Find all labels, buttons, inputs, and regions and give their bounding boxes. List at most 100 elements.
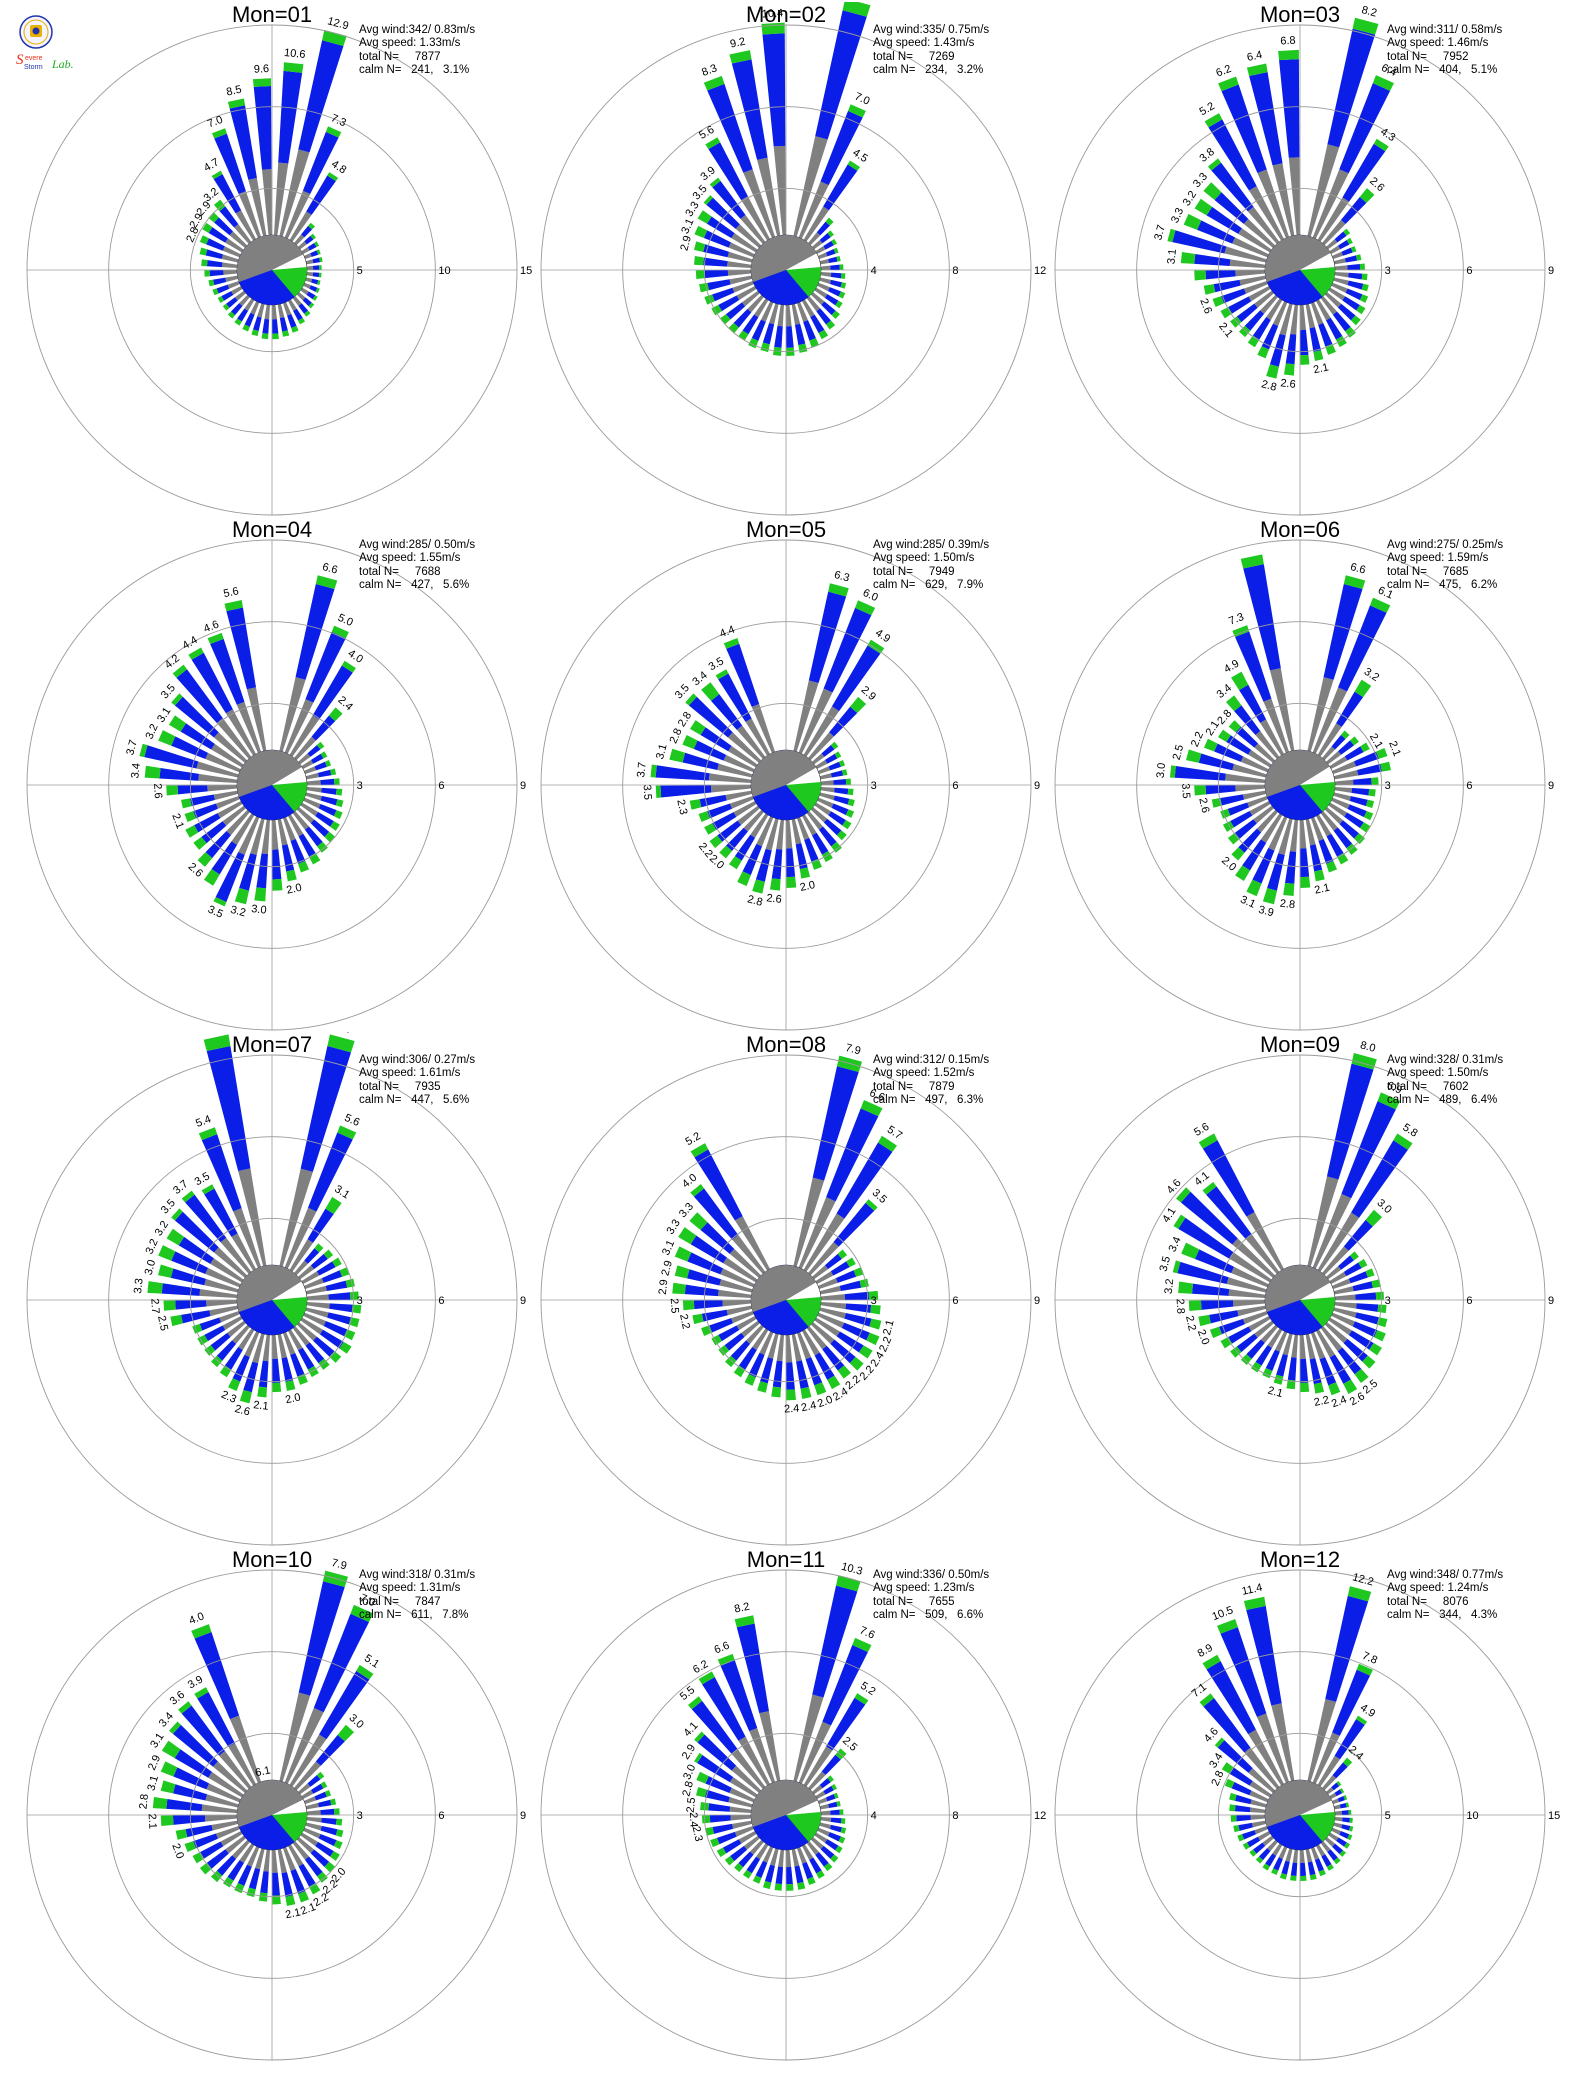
- wind-rose-bar: [831, 645, 881, 712]
- wind-rose-bar: [827, 1375, 841, 1390]
- stats-line: Avg speed: 1.59m/s: [1387, 552, 1489, 565]
- wind-rose-bar: [158, 1264, 174, 1278]
- bar-value-label: 2.2: [677, 1313, 692, 1330]
- wind-rose-bar: [747, 294, 764, 313]
- pie-wedge-gray: [751, 750, 817, 797]
- wind-rose-bar: [1257, 169, 1290, 238]
- wind-rose-bar: [191, 1624, 212, 1639]
- wind-rose-bar: [232, 1324, 250, 1344]
- wind-rose-bar: [1230, 1815, 1237, 1822]
- bar-value-label: 2.9: [146, 1753, 163, 1772]
- wind-rose-bar: [318, 1358, 330, 1370]
- wind-rose-bar: [823, 607, 872, 693]
- stats-line: total N= 7602: [1387, 1080, 1469, 1093]
- wind-rose-bar: [858, 1345, 873, 1359]
- wind-rose-bar: [1338, 740, 1355, 755]
- wind-rose-bar: [305, 1285, 327, 1295]
- wind-rose-bar: [794, 323, 806, 346]
- wind-rose-bar: [216, 284, 230, 294]
- wind-rose-bar: [330, 768, 337, 776]
- wind-rose-bar: [1214, 192, 1249, 224]
- wind-rose-bar: [836, 1331, 864, 1353]
- bar-value-label: 2.2: [1189, 730, 1206, 749]
- wind-rose-bar: [317, 1871, 328, 1883]
- wind-rose-bar: [324, 759, 332, 767]
- ring-label: 9: [1548, 780, 1554, 792]
- wind-rose-bar: [219, 206, 239, 228]
- wind-rose-bar: [1285, 1848, 1293, 1862]
- wind-rose-bar: [181, 1310, 211, 1324]
- wind-rose-bar: [310, 233, 317, 240]
- stats-block: Avg wind:312/ 0.15m/s Avg speed: 1.52m/s t…: [873, 1054, 989, 1108]
- wind-rose-bar: [181, 798, 192, 809]
- wind-rose-bar: [1237, 1834, 1245, 1842]
- wind-rose-bar: [1312, 1732, 1340, 1784]
- wind-rose-bar: [221, 254, 239, 263]
- wind-rose-bar: [722, 1300, 752, 1307]
- wind-rose-bar: [814, 287, 828, 298]
- bar-value-label: 7.9: [844, 1042, 862, 1058]
- range-ring: [622, 1651, 950, 1979]
- wind-rose-bar: [1339, 820, 1359, 839]
- wind-rose-bar: [728, 322, 739, 334]
- wind-rose-bar: [1203, 182, 1222, 201]
- wind-rose-bar: [166, 785, 179, 796]
- bar-value-label: 2.1: [1367, 732, 1385, 751]
- wind-rose-bar: [1279, 59, 1300, 158]
- range-ring: [1054, 1569, 1546, 2061]
- wind-rose-bar: [729, 795, 754, 809]
- wind-rose-bar: [1250, 1799, 1267, 1808]
- wind-rose-bar: [306, 780, 321, 785]
- wind-rose-bar: [710, 694, 743, 730]
- wind-rose-bar: [1326, 239, 1338, 250]
- wind-rose-bar: [1333, 277, 1349, 286]
- wind-rose-bar: [208, 227, 228, 243]
- wind-rose-bar: [820, 1302, 847, 1310]
- wind-rose-bar: [755, 1860, 768, 1878]
- bar-value-label: 3.1: [679, 217, 696, 236]
- stats-line: calm N= 509, 6.6%: [873, 1609, 984, 1622]
- wind-rose-bar: [1233, 1825, 1240, 1833]
- wind-rose-bar: [1370, 597, 1391, 613]
- wind-rose-bar: [802, 299, 815, 318]
- wind-rose-bar: [1249, 1790, 1269, 1803]
- wind-rose-bar: [301, 1271, 320, 1284]
- wind-rose-bar: [234, 224, 252, 244]
- wind-rose-bar: [204, 1188, 238, 1237]
- wind-rose-bar: [835, 300, 843, 309]
- wind-rose-bar: [831, 803, 849, 816]
- wind-rose-bar: [1174, 766, 1226, 781]
- wind-rose-bar: [1229, 1252, 1272, 1283]
- wind-rose-bar: [201, 821, 227, 844]
- bar-value-label: 2.9: [678, 234, 694, 252]
- wind-rose-bar: [682, 735, 698, 750]
- wind-rose-bar: [233, 1208, 262, 1268]
- wind-rose-bar: [327, 1312, 351, 1325]
- wind-rose-bar: [1322, 1775, 1337, 1791]
- wind-rose-bar: [308, 222, 316, 230]
- wind-rose-bar: [1331, 1312, 1355, 1327]
- bar-value-label: 3.2: [1163, 1278, 1177, 1294]
- bar-value-label: 3.5: [1179, 783, 1192, 799]
- wind-rose-bar: [334, 778, 340, 785]
- wind-rose-bar: [715, 669, 729, 680]
- wind-rose-bar: [1214, 743, 1244, 762]
- wind-rose-bar: [762, 33, 786, 147]
- wind-rose-bar: [729, 1806, 752, 1813]
- wind-rose-bar: [836, 830, 847, 841]
- wind-rose-bar: [823, 240, 834, 250]
- wind-rose-bar: [1254, 743, 1276, 763]
- wind-rose-bar: [217, 296, 225, 304]
- bar-value-label: 3.3: [1169, 206, 1186, 225]
- wind-rose-bar: [1253, 805, 1274, 824]
- wind-rose-bar: [762, 1846, 774, 1863]
- bar-value-label: 2.6: [1280, 377, 1296, 391]
- wind-rose-bar: [698, 811, 710, 823]
- wind-rose-bar: [1343, 228, 1351, 236]
- wind-rose-bar: [786, 304, 792, 327]
- wind-rose-panel: Mon=09 3 6 9 8.0 6.9 5.8 3.0 2.5 2.6 2.4 2.2 2.1 2.0 2…: [1040, 1032, 1560, 1547]
- wind-rose-bar: [815, 1852, 829, 1867]
- wind-rose-bar: [337, 1724, 355, 1742]
- wind-rose-bar: [1334, 1302, 1357, 1309]
- wind-rose-bar: [1344, 746, 1364, 761]
